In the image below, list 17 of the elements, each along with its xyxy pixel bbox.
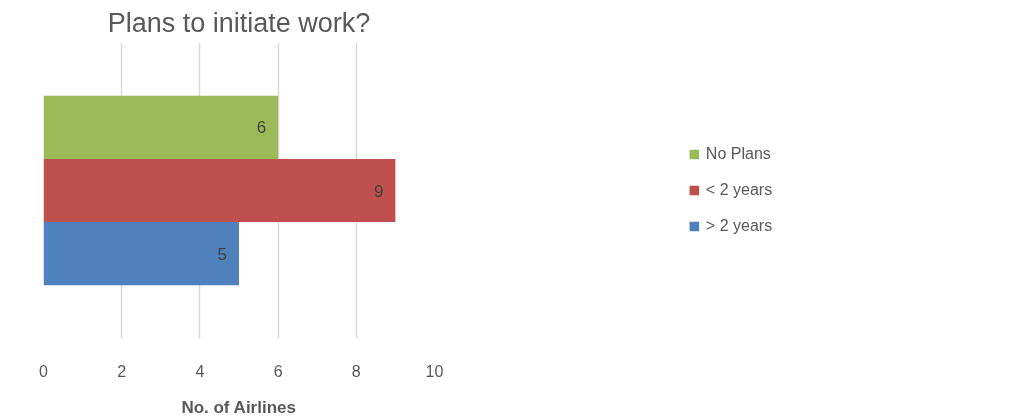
x-tick-label: 0 — [39, 362, 49, 380]
bar — [43, 95, 279, 159]
x-tick-label: 2 — [117, 362, 127, 380]
data-label: 9 — [373, 181, 384, 201]
bar — [43, 158, 396, 223]
chart-title: Plans to initiate work? — [107, 7, 371, 38]
x-tick-label: 4 — [195, 362, 205, 380]
x-tick-label: 10 — [425, 362, 444, 380]
bar — [43, 222, 239, 286]
data-label: 5 — [217, 244, 228, 264]
legend-label: < 2 years — [705, 181, 773, 199]
x-tick-label: 6 — [273, 362, 283, 380]
x-axis-title: No. of Airlines — [181, 397, 296, 417]
legend-label: > 2 years — [705, 217, 773, 235]
data-label: 6 — [256, 118, 267, 138]
legend-label: No Plans — [705, 145, 771, 163]
x-tick-label: 8 — [351, 362, 361, 380]
